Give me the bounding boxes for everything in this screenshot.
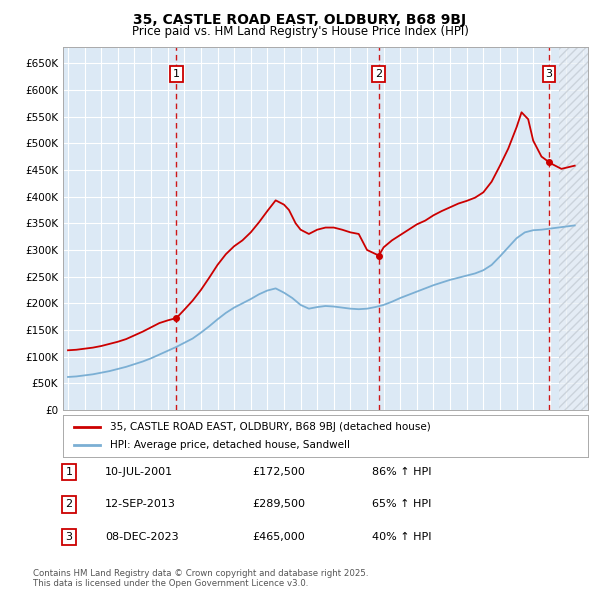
Text: 2: 2: [375, 69, 382, 79]
Text: 3: 3: [545, 69, 552, 79]
Text: 10-JUL-2001: 10-JUL-2001: [105, 467, 173, 477]
Text: £172,500: £172,500: [252, 467, 305, 477]
Text: 40% ↑ HPI: 40% ↑ HPI: [372, 532, 431, 542]
Text: 1: 1: [65, 467, 73, 477]
Text: £289,500: £289,500: [252, 500, 305, 509]
Text: 2: 2: [65, 500, 73, 509]
Text: HPI: Average price, detached house, Sandwell: HPI: Average price, detached house, Sand…: [110, 440, 350, 450]
Text: 65% ↑ HPI: 65% ↑ HPI: [372, 500, 431, 509]
Text: 35, CASTLE ROAD EAST, OLDBURY, B68 9BJ (detached house): 35, CASTLE ROAD EAST, OLDBURY, B68 9BJ (…: [110, 422, 431, 432]
Text: 08-DEC-2023: 08-DEC-2023: [105, 532, 179, 542]
Bar: [559, 47, 588, 410]
Text: 35, CASTLE ROAD EAST, OLDBURY, B68 9BJ: 35, CASTLE ROAD EAST, OLDBURY, B68 9BJ: [133, 13, 467, 27]
Text: 3: 3: [65, 532, 73, 542]
Text: 1: 1: [173, 69, 180, 79]
Text: Contains HM Land Registry data © Crown copyright and database right 2025.
This d: Contains HM Land Registry data © Crown c…: [33, 569, 368, 588]
Text: 86% ↑ HPI: 86% ↑ HPI: [372, 467, 431, 477]
Text: £465,000: £465,000: [252, 532, 305, 542]
Text: 12-SEP-2013: 12-SEP-2013: [105, 500, 176, 509]
Text: Price paid vs. HM Land Registry's House Price Index (HPI): Price paid vs. HM Land Registry's House …: [131, 25, 469, 38]
